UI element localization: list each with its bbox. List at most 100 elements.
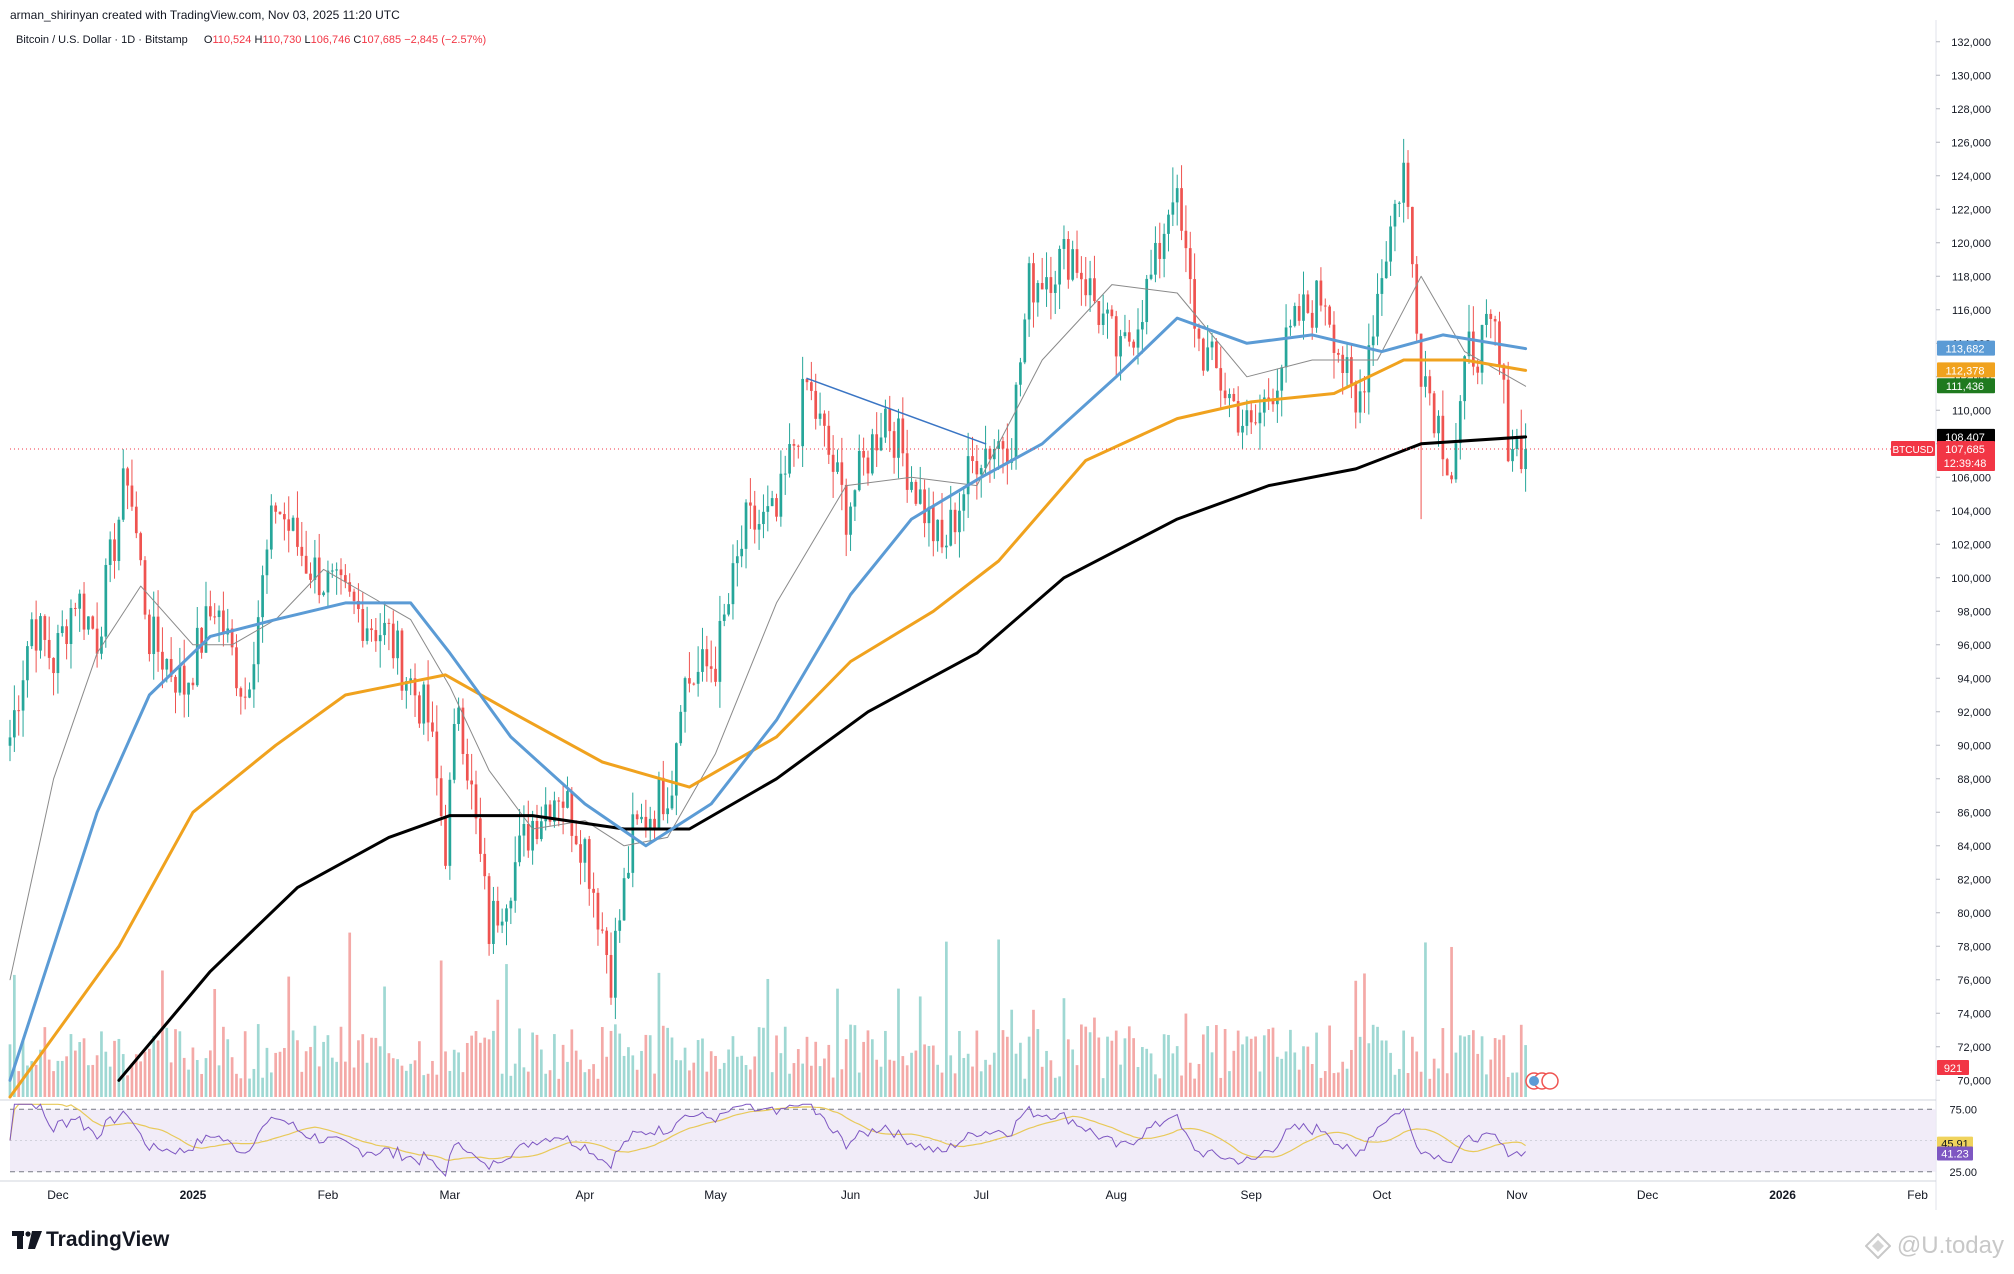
volume-bar bbox=[587, 1069, 591, 1097]
volume-bar bbox=[1040, 1066, 1044, 1097]
candle bbox=[640, 803, 643, 824]
candle-body bbox=[1149, 274, 1153, 279]
volume-bar bbox=[1184, 1013, 1188, 1097]
candle-body bbox=[222, 610, 225, 635]
volume-bar bbox=[614, 1024, 617, 1097]
candle-body bbox=[714, 668, 717, 682]
candle-body bbox=[548, 804, 552, 822]
candle bbox=[413, 663, 417, 717]
volume-bar bbox=[1245, 1036, 1249, 1097]
candle bbox=[648, 806, 652, 844]
candle-body bbox=[1380, 278, 1384, 294]
volume-bar bbox=[631, 1055, 635, 1097]
volume-bar bbox=[479, 1042, 482, 1097]
candle-body bbox=[674, 743, 678, 796]
candle-body bbox=[1141, 322, 1144, 330]
volume-bar bbox=[1302, 1046, 1305, 1097]
volume-bar bbox=[814, 1041, 818, 1097]
candle bbox=[923, 479, 926, 538]
volume-bar bbox=[1471, 1030, 1475, 1097]
candle-body bbox=[914, 481, 918, 504]
candle-body bbox=[1136, 329, 1140, 348]
candle-body bbox=[971, 456, 974, 462]
candle-body bbox=[1467, 331, 1471, 357]
volume-bar bbox=[1106, 1036, 1109, 1097]
candle-body bbox=[134, 506, 138, 534]
u-today-icon bbox=[1864, 1233, 1891, 1259]
volume-bar bbox=[853, 1025, 857, 1097]
volume-bar bbox=[818, 1066, 822, 1097]
candle bbox=[21, 660, 25, 737]
volume-bar bbox=[600, 1027, 604, 1097]
volume-bar bbox=[182, 1057, 186, 1097]
candle bbox=[126, 466, 129, 510]
volume-bar bbox=[753, 1056, 757, 1097]
time-tick-label: May bbox=[704, 1188, 727, 1202]
close-value: 107,685 bbox=[361, 34, 402, 46]
candle-body bbox=[1493, 318, 1497, 322]
candle-body bbox=[348, 582, 352, 592]
volume-bar bbox=[1162, 1034, 1166, 1097]
volume-bar bbox=[1127, 1026, 1131, 1097]
volume-bar bbox=[805, 1036, 809, 1097]
candle bbox=[1201, 337, 1205, 376]
volume-bar bbox=[1437, 1068, 1440, 1097]
volume-bar bbox=[191, 1047, 195, 1097]
volume-bar bbox=[696, 1040, 700, 1097]
price-tick-label: 72,000 bbox=[1957, 1042, 1991, 1054]
volume-bar bbox=[779, 1053, 783, 1097]
candle-body bbox=[1005, 448, 1009, 463]
candle-body bbox=[13, 710, 16, 738]
volume-bar bbox=[117, 1038, 121, 1097]
candle-body bbox=[1114, 316, 1118, 357]
candle-body bbox=[313, 557, 317, 580]
candle-body bbox=[701, 649, 704, 672]
candle-body bbox=[1441, 415, 1445, 460]
candle-body bbox=[836, 462, 839, 472]
volume-bar bbox=[465, 1042, 469, 1097]
candle-body bbox=[722, 614, 726, 621]
volume-bar bbox=[714, 1055, 717, 1097]
candle-body bbox=[291, 517, 295, 531]
candle bbox=[104, 558, 108, 648]
volume-bar bbox=[418, 1041, 421, 1097]
volume-bar bbox=[169, 1062, 173, 1097]
candle-body bbox=[361, 609, 365, 641]
candle-body bbox=[992, 449, 996, 460]
volume-bar bbox=[1119, 1064, 1122, 1097]
volume-bar bbox=[539, 1049, 543, 1097]
candle bbox=[330, 563, 334, 578]
candle-body bbox=[901, 418, 905, 454]
volume-bar bbox=[762, 1027, 765, 1097]
candle-body bbox=[666, 808, 669, 815]
candle-body bbox=[126, 468, 129, 486]
candle bbox=[448, 772, 452, 880]
change-value: −2,845 (−2.57%) bbox=[404, 34, 487, 46]
candle bbox=[1223, 372, 1227, 405]
candle bbox=[1101, 294, 1105, 336]
candle bbox=[1127, 319, 1131, 347]
candle-body bbox=[592, 888, 595, 893]
candle bbox=[853, 489, 857, 522]
volume-bar bbox=[1232, 1050, 1236, 1097]
candle bbox=[931, 491, 935, 557]
price-label: 108,407 bbox=[1937, 428, 1995, 444]
tradingview-logo[interactable]: TradingView bbox=[12, 1228, 169, 1252]
candle bbox=[1306, 290, 1310, 314]
volume-bar bbox=[788, 1073, 791, 1097]
candle bbox=[1393, 199, 1397, 252]
candle bbox=[261, 565, 264, 643]
candle bbox=[313, 539, 317, 594]
candle-body bbox=[779, 473, 783, 517]
candle bbox=[1519, 409, 1523, 474]
candle bbox=[1411, 206, 1414, 278]
price-tick-label: 90,000 bbox=[1957, 740, 1991, 752]
volume-bar bbox=[256, 1024, 260, 1097]
candle bbox=[997, 429, 1000, 470]
candle-body bbox=[1184, 230, 1188, 249]
symbol-description[interactable]: Bitcoin / U.S. Dollar · 1D · Bitstamp bbox=[16, 34, 188, 46]
candle bbox=[1114, 310, 1118, 378]
